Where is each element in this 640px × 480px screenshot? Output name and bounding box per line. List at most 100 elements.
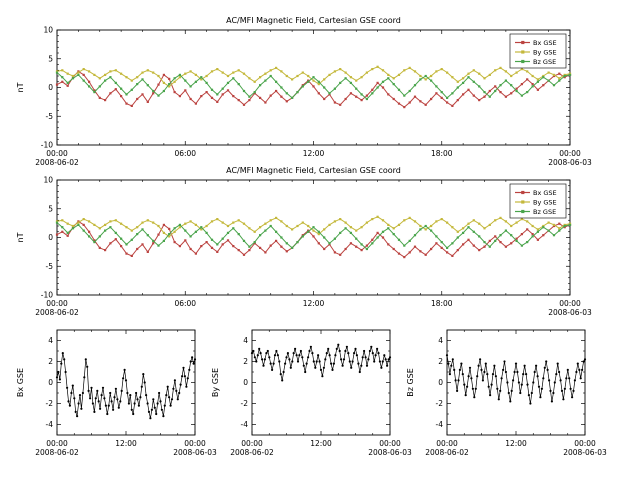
data-point-marker (339, 68, 342, 71)
data-point-marker (435, 92, 438, 95)
data-point-marker (307, 74, 310, 78)
data-point-marker (312, 79, 315, 82)
data-point-marker (462, 227, 465, 230)
data-point-marker (451, 226, 454, 229)
data-point-marker (307, 229, 310, 232)
data-point-marker (173, 227, 176, 230)
data-point-marker (467, 72, 470, 75)
data-point-marker (408, 66, 411, 69)
data-point-marker (486, 373, 489, 376)
x-axis-end-date: 2008-06-03 (173, 448, 217, 457)
data-point-marker (162, 231, 165, 234)
data-point-marker (165, 394, 168, 397)
data-point-marker (536, 80, 539, 83)
data-point-marker (291, 78, 294, 81)
data-point-marker (301, 356, 304, 359)
data-point-marker (210, 96, 214, 99)
data-point-marker (109, 220, 112, 223)
data-point-marker (339, 231, 342, 234)
data-point-marker (232, 221, 235, 224)
data-point-marker (86, 365, 89, 368)
data-point-marker (226, 231, 230, 234)
data-point-marker (345, 345, 348, 348)
data-point-marker (357, 362, 360, 365)
data-point-marker (365, 71, 368, 74)
data-point-marker (88, 70, 91, 73)
y-tick-label: -2 (241, 399, 249, 408)
data-point-marker (383, 354, 386, 357)
data-point-marker (355, 95, 358, 98)
y-tick-label: -4 (436, 420, 444, 429)
data-point-marker (64, 370, 67, 374)
data-point-marker (451, 254, 454, 257)
data-point-marker (479, 358, 482, 361)
data-point-marker (536, 88, 539, 91)
data-point-marker (387, 73, 390, 76)
data-point-marker (376, 86, 379, 89)
data-point-marker (478, 99, 481, 102)
data-point-marker (88, 230, 91, 233)
data-point-marker (581, 368, 584, 371)
data-point-marker (296, 224, 299, 228)
data-point-marker (468, 366, 472, 369)
data-point-marker (445, 354, 449, 357)
data-point-marker (262, 364, 265, 367)
data-point-marker (258, 347, 261, 350)
data-point-marker (194, 230, 197, 233)
data-point-marker (347, 352, 350, 355)
data-point-marker (519, 391, 522, 395)
y-tick-label: 2 (48, 357, 53, 366)
data-point-marker (200, 226, 203, 229)
data-point-marker (377, 352, 380, 355)
data-point-marker (344, 71, 347, 74)
data-point-marker (348, 360, 351, 363)
data-point-marker (371, 352, 374, 355)
data-point-marker (129, 394, 132, 397)
data-point-marker (504, 370, 507, 374)
data-point-marker (525, 373, 528, 376)
data-point-marker (317, 80, 320, 83)
data-point-marker (447, 362, 450, 365)
data-point-marker (170, 398, 174, 401)
data-point-marker (504, 245, 507, 248)
data-point-marker (179, 383, 182, 386)
data-point-marker (184, 89, 187, 92)
data-point-marker (292, 352, 295, 355)
data-point-marker (221, 237, 224, 240)
data-point-marker (323, 228, 326, 231)
data-point-marker (130, 229, 133, 232)
data-point-marker (446, 101, 449, 104)
data-point-marker (117, 406, 120, 409)
data-point-marker (130, 254, 133, 257)
data-point-marker (507, 391, 510, 395)
data-point-marker (307, 356, 310, 359)
data-point-marker (60, 362, 63, 365)
data-point-marker (328, 92, 331, 95)
data-point-marker (275, 89, 278, 93)
data-point-marker (264, 79, 267, 82)
data-point-marker (275, 230, 278, 233)
data-point-marker (419, 78, 422, 81)
data-point-marker (312, 76, 315, 79)
data-point-marker (93, 223, 96, 226)
data-point-marker (472, 230, 475, 233)
data-point-marker (302, 364, 305, 367)
data-point-marker (553, 381, 556, 384)
data-point-marker (77, 70, 80, 73)
data-point-marker (388, 356, 392, 359)
data-point-marker (317, 233, 320, 236)
data-point-marker (114, 88, 117, 91)
data-point-marker (98, 77, 101, 80)
data-point-marker (317, 354, 320, 357)
data-point-marker (259, 84, 262, 87)
data-point-marker (55, 221, 59, 224)
data-point-marker (143, 381, 146, 384)
data-point-marker (186, 377, 189, 380)
data-point-marker (248, 249, 251, 252)
data-point-marker (256, 354, 259, 357)
data-point-marker (205, 91, 208, 94)
y-tick-label: -10 (41, 291, 53, 300)
data-point-marker (168, 235, 171, 238)
data-point-marker (280, 95, 283, 98)
